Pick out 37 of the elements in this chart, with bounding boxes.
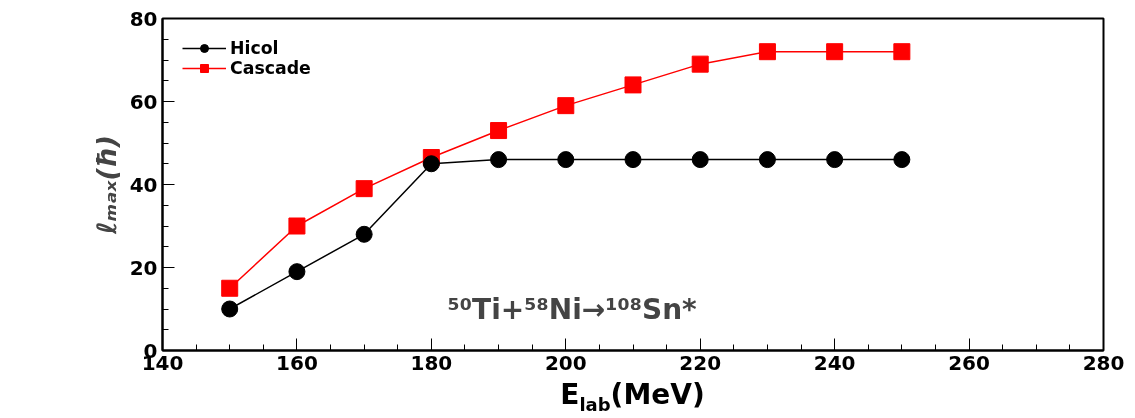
point [826,43,844,61]
x-tick-label: 220 [679,350,722,375]
point [691,151,709,169]
point [221,279,239,297]
point [288,263,306,281]
x-tick-label: 200 [544,350,587,375]
point [557,97,575,115]
x-tick-label: 160 [276,350,318,375]
legend-label: Cascade [230,58,311,78]
point [490,151,508,169]
x-tick-label: 240 [813,350,856,375]
point [624,76,642,94]
x-axis-title: E$_{lab}$(MeV) [560,378,705,417]
point [355,180,373,198]
point [221,300,239,318]
point [355,225,373,243]
point [624,151,642,169]
point [758,43,776,61]
y-tick-label: 40 [129,172,158,197]
legend-label: Hicol [230,38,279,58]
point [893,43,911,61]
point [490,122,508,140]
x-tick-label: 280 [1082,350,1125,375]
y-tick-label: 80 [129,6,158,31]
y-axis-title: ℓₘₐₓ(ħ) [90,135,122,235]
point [826,151,844,169]
x-tick-label: 180 [410,350,453,375]
y-tick-label: 20 [129,255,158,280]
x-tick-label: 260 [948,350,990,375]
point [288,217,306,235]
y-tick-label: 60 [129,89,158,114]
annotation: ⁵⁰Ti+⁵⁸Ni→¹⁰⁸Sn* [447,292,698,326]
point [893,151,911,169]
point [557,151,575,169]
point [691,55,709,73]
point [422,155,440,173]
point [758,151,776,169]
